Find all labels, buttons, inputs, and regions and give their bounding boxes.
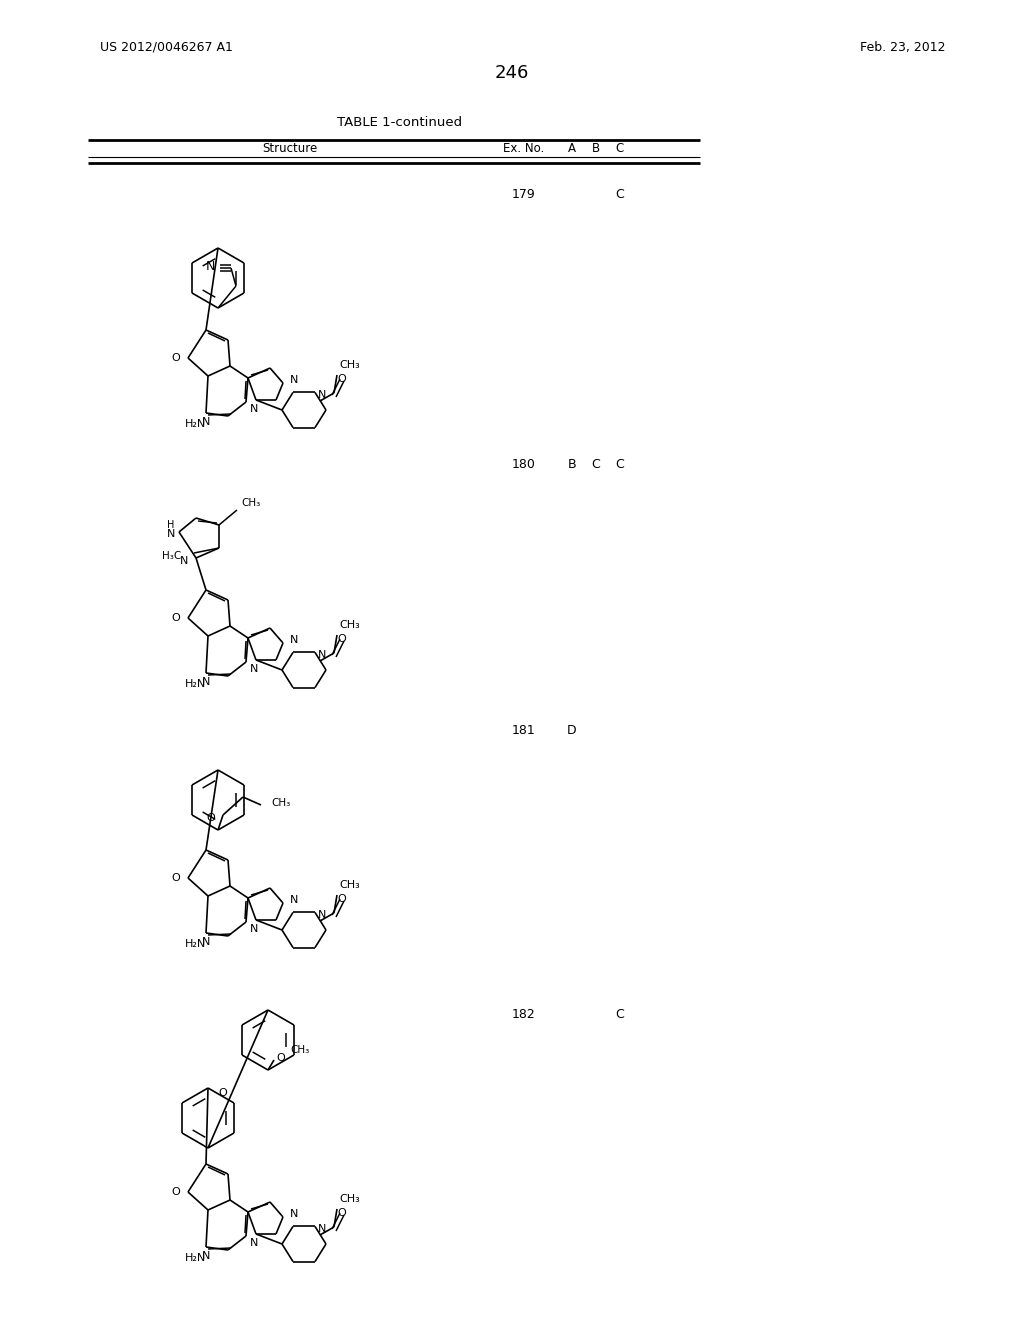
Text: O: O [206, 813, 215, 822]
Text: O: O [338, 374, 346, 384]
Text: O: O [218, 1088, 227, 1098]
Text: CH₃: CH₃ [339, 620, 359, 630]
Text: O: O [338, 894, 346, 904]
Text: C: C [592, 458, 600, 471]
Text: N: N [202, 677, 210, 686]
Text: Structure: Structure [262, 143, 317, 156]
Text: N: N [202, 1251, 210, 1261]
Text: CH₃: CH₃ [339, 880, 359, 890]
Text: O: O [338, 1208, 346, 1218]
Text: N: N [290, 375, 298, 385]
Text: H₂N: H₂N [184, 678, 206, 689]
Text: N: N [202, 937, 210, 946]
Text: H₂N: H₂N [184, 1253, 206, 1263]
Text: H₃C: H₃C [162, 550, 181, 561]
Text: N: N [202, 417, 210, 426]
Text: H₂N: H₂N [184, 939, 206, 949]
Text: N: N [317, 1224, 327, 1234]
Text: N: N [250, 924, 258, 935]
Text: Feb. 23, 2012: Feb. 23, 2012 [860, 41, 945, 54]
Text: N: N [317, 909, 327, 920]
Text: US 2012/0046267 A1: US 2012/0046267 A1 [100, 41, 232, 54]
Text: B: B [592, 143, 600, 156]
Text: CH₃: CH₃ [339, 1195, 359, 1204]
Text: B: B [567, 458, 577, 471]
Text: D: D [567, 723, 577, 737]
Text: H: H [167, 520, 175, 531]
Text: N: N [250, 404, 258, 414]
Text: A: A [568, 143, 575, 156]
Text: H₂N: H₂N [184, 418, 206, 429]
Text: 182: 182 [512, 1008, 536, 1022]
Text: 180: 180 [512, 458, 536, 471]
Text: 181: 181 [512, 723, 536, 737]
Text: O: O [171, 352, 180, 363]
Text: CH₃: CH₃ [290, 1045, 309, 1055]
Text: N: N [206, 260, 215, 272]
Text: N: N [317, 389, 327, 400]
Text: N: N [290, 635, 298, 645]
Text: N: N [167, 529, 175, 539]
Text: CH₃: CH₃ [241, 498, 260, 508]
Text: C: C [615, 458, 625, 471]
Text: O: O [276, 1053, 285, 1063]
Text: Ex. No.: Ex. No. [504, 143, 545, 156]
Text: CH₃: CH₃ [339, 360, 359, 370]
Text: C: C [615, 189, 625, 202]
Text: N: N [290, 1209, 298, 1218]
Text: 179: 179 [512, 189, 536, 202]
Text: O: O [171, 873, 180, 883]
Text: 246: 246 [495, 63, 529, 82]
Text: O: O [338, 634, 346, 644]
Text: N: N [179, 556, 188, 566]
Text: C: C [615, 143, 624, 156]
Text: N: N [250, 1238, 258, 1247]
Text: TABLE 1-continued: TABLE 1-continued [338, 116, 463, 128]
Text: C: C [615, 1008, 625, 1022]
Text: N: N [317, 649, 327, 660]
Text: CH₃: CH₃ [271, 799, 290, 808]
Text: O: O [171, 612, 180, 623]
Text: O: O [171, 1187, 180, 1197]
Text: N: N [290, 895, 298, 906]
Text: N: N [250, 664, 258, 675]
